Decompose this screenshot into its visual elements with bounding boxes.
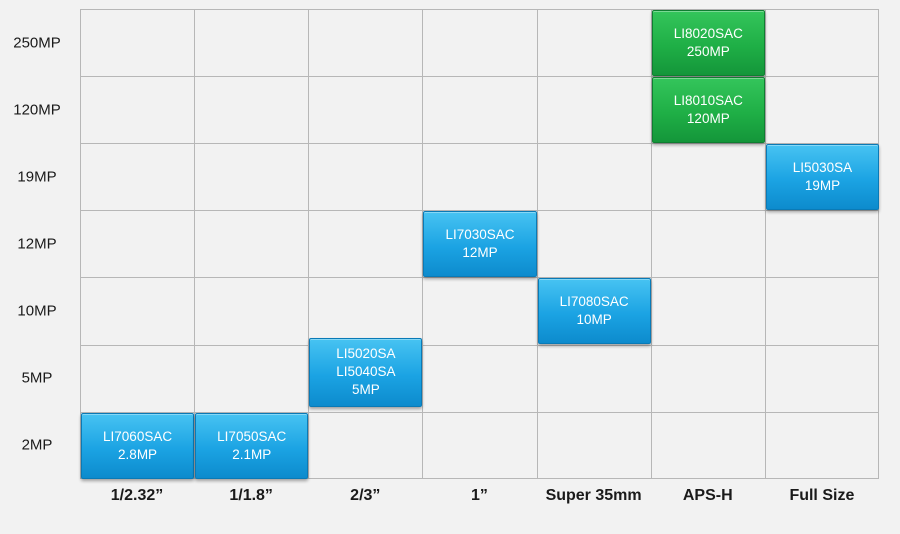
- x-axis-label: Full Size: [789, 487, 855, 504]
- y-axis-label: 19MP: [17, 168, 57, 186]
- grid-vertical-line: [308, 9, 309, 479]
- grid-vertical-line: [80, 9, 81, 479]
- grid-horizontal-line: [80, 345, 879, 346]
- product-resolution: 12MP: [462, 245, 498, 261]
- product-box: LI7050SAC 2.1MP: [195, 412, 309, 479]
- product-resolution: 19MP: [804, 178, 841, 194]
- grid-horizontal-line: [80, 210, 879, 211]
- grid-horizontal-line: [80, 143, 879, 144]
- product-model: LI7050SAC: [217, 428, 287, 444]
- x-axis-label: APS-H: [682, 487, 733, 504]
- x-axis-label: 1/2.32”: [110, 487, 164, 504]
- grid-horizontal-line: [80, 478, 879, 479]
- product-box: LI5020SA LI5040SA 5MP: [309, 337, 423, 407]
- y-axis-label: 10MP: [17, 302, 57, 320]
- product-resolution: 120MP: [686, 111, 730, 127]
- grid-vertical-line: [765, 9, 766, 479]
- grid-horizontal-line: [80, 412, 879, 413]
- y-axis-label: 5MP: [21, 369, 53, 387]
- product-box: LI8020SAC 250MP: [651, 10, 765, 77]
- grid-horizontal-line: [80, 76, 879, 77]
- product-box: LI5030SA 19MP: [765, 144, 880, 211]
- product-model: LI8010SAC: [673, 93, 743, 109]
- grid-horizontal-line: [80, 9, 879, 10]
- y-axis-label: 2MP: [21, 436, 53, 454]
- grid-vertical-line: [651, 9, 652, 479]
- product-box: LI7030SAC 12MP: [423, 211, 537, 278]
- product-matrix-grid: LI7060SAC 2.8MP LI7050SAC 2.1MP LI5020SA LI50…: [80, 9, 880, 479]
- product-model: LI7030SAC: [445, 227, 515, 243]
- y-axis-label: 12MP: [17, 235, 57, 253]
- product-resolution: 5MP: [351, 382, 380, 398]
- product-model: LI5020SA: [336, 346, 396, 362]
- grid-vertical-line: [194, 9, 195, 479]
- y-axis-label: 250MP: [13, 34, 61, 52]
- grid-vertical-line: [422, 9, 423, 479]
- x-axis-label: Super 35mm: [545, 487, 642, 504]
- product-resolution: 10MP: [576, 312, 612, 328]
- product-resolution: 250MP: [686, 44, 730, 60]
- product-model: LI7080SAC: [559, 294, 629, 310]
- grid-horizontal-line: [80, 277, 879, 278]
- product-resolution: 2.8MP: [118, 446, 158, 462]
- product-model: LI8020SAC: [673, 26, 743, 42]
- product-model: LI5030SA: [792, 160, 853, 176]
- grid-vertical-line: [537, 9, 538, 479]
- product-box: LI7080SAC 10MP: [537, 278, 651, 345]
- x-axis-label: 1/1.8”: [229, 487, 273, 504]
- product-model: LI5040SA: [336, 364, 396, 380]
- product-model: LI7060SAC: [103, 428, 173, 444]
- x-axis-label: 2/3”: [350, 487, 381, 504]
- product-box: LI7060SAC 2.8MP: [81, 412, 195, 479]
- grid-vertical-line: [878, 9, 879, 479]
- y-axis-label: 120MP: [13, 101, 61, 119]
- x-axis-label: 1”: [470, 487, 488, 504]
- product-resolution: 2.1MP: [232, 446, 272, 462]
- product-box: LI8010SAC 120MP: [651, 77, 765, 144]
